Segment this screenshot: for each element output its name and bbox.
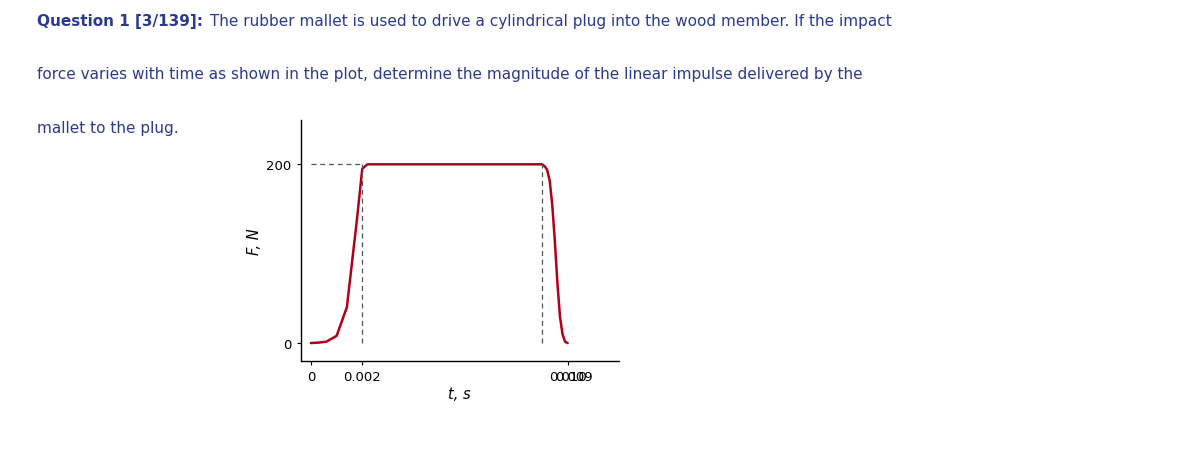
Text: force varies with time as shown in the plot, determine the magnitude of the line: force varies with time as shown in the p… xyxy=(38,67,863,82)
Y-axis label: F, N: F, N xyxy=(248,227,262,254)
Text: 0.009: 0.009 xyxy=(555,370,592,383)
X-axis label: t, s: t, s xyxy=(448,386,472,401)
Text: mallet to the plug.: mallet to the plug. xyxy=(38,120,179,135)
Text: The rubber mallet is used to drive a cylindrical plug into the wood member. If t: The rubber mallet is used to drive a cyl… xyxy=(205,14,893,29)
Text: Question 1 [3/139]:: Question 1 [3/139]: xyxy=(38,14,204,29)
